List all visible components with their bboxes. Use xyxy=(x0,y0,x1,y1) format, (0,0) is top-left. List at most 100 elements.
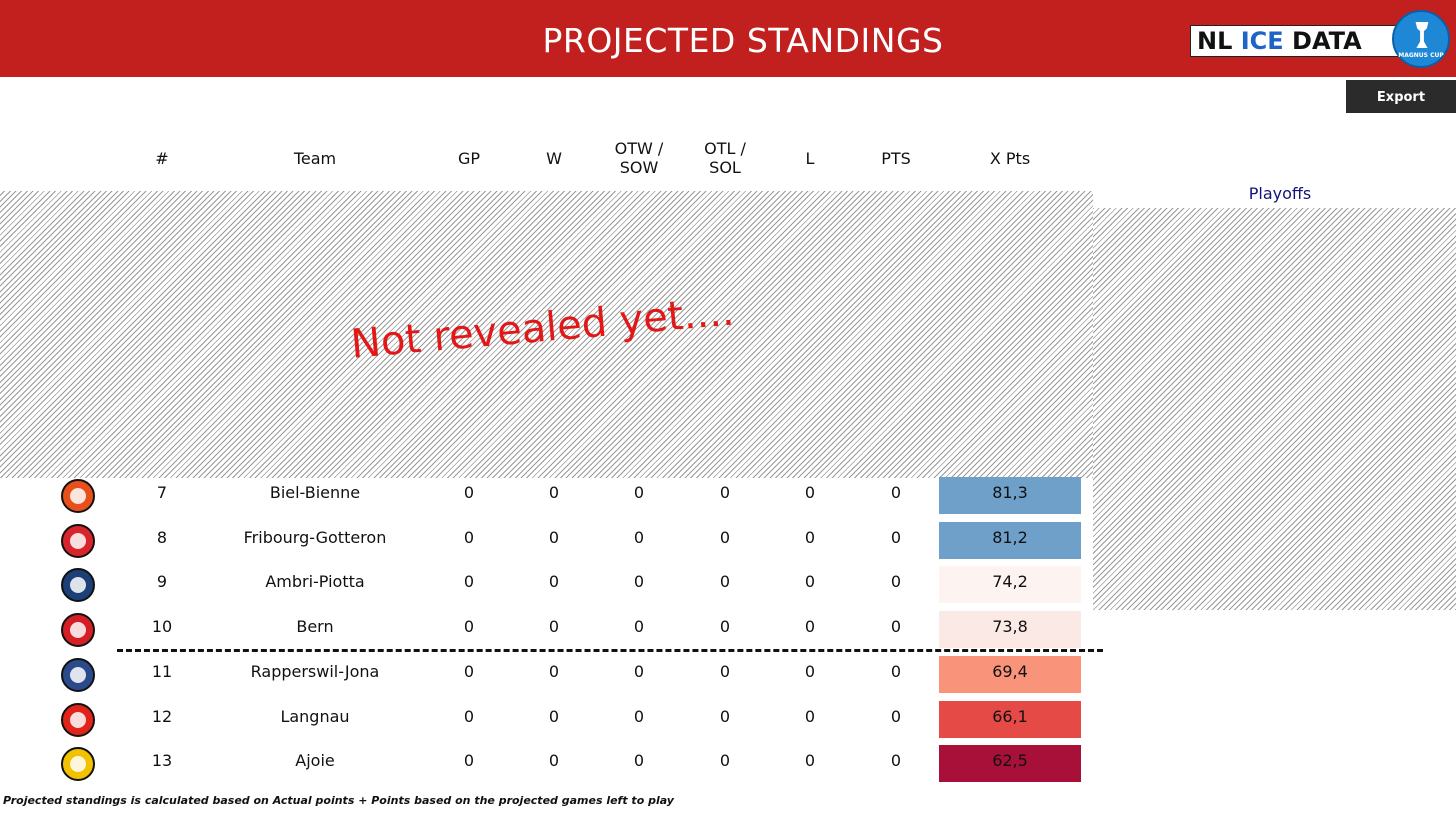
rank-cell: 13 xyxy=(151,751,173,770)
ajoie-logo-icon xyxy=(57,746,99,782)
footnote: Projected standings is calculated based … xyxy=(3,794,674,807)
xpts-cell: 74,2 xyxy=(939,566,1081,604)
l-cell: 0 xyxy=(804,483,816,502)
otw-cell: 0 xyxy=(633,751,645,770)
otl-cell: 0 xyxy=(719,707,731,726)
pts-cell: 0 xyxy=(890,572,902,591)
playoffs-label: Playoffs xyxy=(1248,184,1312,203)
column-header-otl-line1: OTL / xyxy=(704,139,746,158)
ambri-piotta-logo-icon xyxy=(57,567,99,603)
rank-cell: 12 xyxy=(151,707,173,726)
brand-accent: ICE xyxy=(1240,27,1284,55)
column-header-gp: GP xyxy=(457,149,481,168)
pts-cell: 0 xyxy=(890,483,902,502)
xpts-cell: 81,3 xyxy=(939,477,1081,515)
brand-prefix: NL xyxy=(1197,27,1241,55)
pts-cell: 0 xyxy=(890,751,902,770)
otl-cell: 0 xyxy=(719,751,731,770)
gp-cell: 0 xyxy=(463,483,475,502)
otw-cell: 0 xyxy=(633,528,645,547)
playoffs-panel-hidden xyxy=(1093,208,1456,610)
w-cell: 0 xyxy=(548,751,560,770)
column-header-rank: # xyxy=(155,149,169,168)
brand-wordmark: NL ICE DATA xyxy=(1190,25,1400,57)
w-cell: 0 xyxy=(548,707,560,726)
rank-cell: 11 xyxy=(151,662,173,681)
table-row: 11 Rapperswil-Jona 0 0 0 0 0 0 69,4 xyxy=(0,656,1100,701)
bern-logo-icon xyxy=(57,612,99,648)
xpts-cell: 66,1 xyxy=(939,701,1081,739)
column-header-otl-line2: SOL xyxy=(709,158,741,177)
rank-cell: 8 xyxy=(156,528,168,547)
column-header-xpts: X Pts xyxy=(989,149,1031,168)
xpts-cell: 73,8 xyxy=(939,611,1081,649)
team-name-cell: Fribourg-Gotteron xyxy=(243,528,387,547)
l-cell: 0 xyxy=(804,617,816,636)
otl-cell: 0 xyxy=(719,572,731,591)
l-cell: 0 xyxy=(804,528,816,547)
table-row: 10 Bern 0 0 0 0 0 0 73,8 xyxy=(0,611,1100,656)
l-cell: 0 xyxy=(804,751,816,770)
rank-cell: 9 xyxy=(156,572,168,591)
playoff-cutoff-line xyxy=(117,649,1103,652)
column-header-pts: PTS xyxy=(881,149,911,168)
rank-cell: 7 xyxy=(156,483,168,502)
column-header-otw-line2: SOW xyxy=(619,158,659,177)
w-cell: 0 xyxy=(548,528,560,547)
column-header-team: Team xyxy=(293,149,337,168)
otw-cell: 0 xyxy=(633,483,645,502)
pts-cell: 0 xyxy=(890,662,902,681)
page-title: PROJECTED STANDINGS xyxy=(542,21,944,60)
table-row: 12 Langnau 0 0 0 0 0 0 66,1 xyxy=(0,701,1100,746)
table-row: 7 Biel-Bienne 0 0 0 0 0 0 81,3 xyxy=(0,477,1100,522)
rank-cell: 10 xyxy=(151,617,173,636)
gp-cell: 0 xyxy=(463,707,475,726)
fribourg-gotteron-logo-icon xyxy=(57,523,99,559)
w-cell: 0 xyxy=(548,662,560,681)
otw-cell: 0 xyxy=(633,662,645,681)
otw-cell: 0 xyxy=(633,707,645,726)
l-cell: 0 xyxy=(804,707,816,726)
team-name-cell: Bern xyxy=(296,617,334,636)
column-header-l: L xyxy=(805,149,815,168)
w-cell: 0 xyxy=(548,617,560,636)
gp-cell: 0 xyxy=(463,751,475,770)
gp-cell: 0 xyxy=(463,617,475,636)
hidden-standings-overlay xyxy=(0,191,1093,478)
brand-logo: NL ICE DATA MAGNUS CUP xyxy=(1190,9,1452,71)
export-button[interactable]: Export xyxy=(1346,80,1456,113)
otl-cell: 0 xyxy=(719,528,731,547)
pts-cell: 0 xyxy=(890,617,902,636)
xpts-cell: 62,5 xyxy=(939,745,1081,783)
gp-cell: 0 xyxy=(463,662,475,681)
w-cell: 0 xyxy=(548,572,560,591)
table-row: 9 Ambri-Piotta 0 0 0 0 0 0 74,2 xyxy=(0,566,1100,611)
otw-cell: 0 xyxy=(633,617,645,636)
otl-cell: 0 xyxy=(719,662,731,681)
table-row: 13 Ajoie 0 0 0 0 0 0 62,5 xyxy=(0,745,1100,790)
otl-cell: 0 xyxy=(719,483,731,502)
langnau-logo-icon xyxy=(57,702,99,738)
team-name-cell: Ambri-Piotta xyxy=(265,572,365,591)
xpts-cell: 69,4 xyxy=(939,656,1081,694)
column-header-w: W xyxy=(546,149,562,168)
otw-cell: 0 xyxy=(633,572,645,591)
xpts-cell: 81,2 xyxy=(939,522,1081,560)
w-cell: 0 xyxy=(548,483,560,502)
l-cell: 0 xyxy=(804,572,816,591)
table-row: 8 Fribourg-Gotteron 0 0 0 0 0 0 81,2 xyxy=(0,522,1100,567)
cup-label: MAGNUS CUP xyxy=(1398,52,1444,59)
gp-cell: 0 xyxy=(463,572,475,591)
brand-suffix: DATA xyxy=(1283,27,1362,55)
team-name-cell: Rapperswil-Jona xyxy=(250,662,380,681)
column-header-otw-sow: OTW / SOW xyxy=(599,139,679,177)
trophy-icon xyxy=(1415,22,1429,48)
pts-cell: 0 xyxy=(890,707,902,726)
l-cell: 0 xyxy=(804,662,816,681)
team-name-cell: Ajoie xyxy=(295,751,335,770)
magnus-cup-badge: MAGNUS CUP xyxy=(1392,10,1450,68)
rapperswil-jona-logo-icon xyxy=(57,657,99,693)
biel-bienne-logo-icon xyxy=(57,478,99,514)
gp-cell: 0 xyxy=(463,528,475,547)
pts-cell: 0 xyxy=(890,528,902,547)
